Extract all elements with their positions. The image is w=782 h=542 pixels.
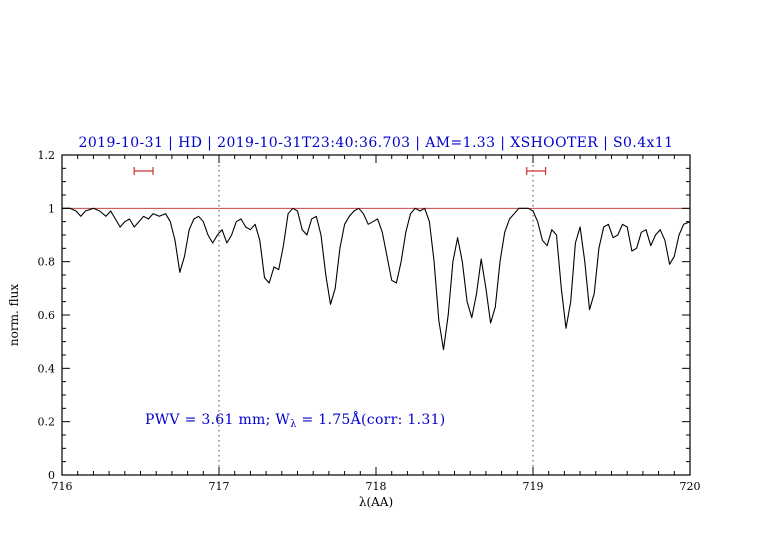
- y-tick-label: 0.8: [38, 256, 56, 269]
- y-axis-label: norm. flux: [7, 284, 21, 346]
- x-tick-label: 717: [209, 480, 230, 493]
- plot-title: 2019-10-31 | HD | 2019-10-31T23:40:36.70…: [79, 135, 674, 151]
- x-axis-label: λ(AA): [359, 495, 393, 509]
- pwv-annotation-suffix: = 1.75Å(corr: 1.31): [297, 410, 446, 428]
- x-tick-label: 719: [523, 480, 544, 493]
- pwv-annotation-subscript: λ: [290, 419, 297, 430]
- y-tick-label: 0: [48, 469, 55, 482]
- x-tick-label: 716: [52, 480, 73, 493]
- y-tick-label: 1.2: [38, 149, 56, 162]
- pwv-annotation-prefix: PWV = 3.61 mm; W: [145, 412, 290, 428]
- y-tick-label: 0.2: [38, 416, 56, 429]
- y-tick-label: 0.6: [38, 309, 56, 322]
- x-tick-label: 720: [680, 480, 701, 493]
- spectrum-line: [62, 207, 691, 351]
- y-tick-label: 0.4: [38, 362, 56, 375]
- plot-layers: 716 717 718 719 720 0 0.2 0.4 0.6 0.8 1 1.2: [38, 149, 701, 493]
- pwv-annotation: PWV = 3.61 mm; Wλ = 1.75Å(corr: 1.31): [145, 410, 446, 430]
- x-tick-label: 718: [366, 480, 387, 493]
- y-tick-label: 1: [48, 202, 55, 215]
